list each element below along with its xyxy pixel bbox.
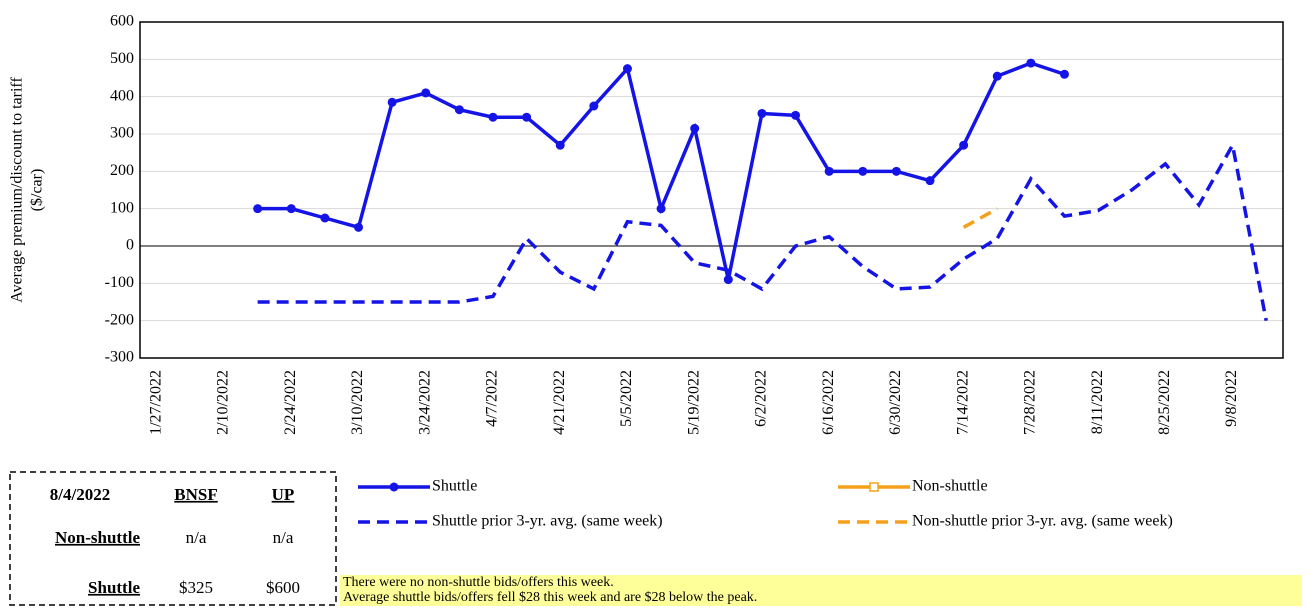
y-tick-label: 500 (110, 50, 134, 67)
x-tick-label: 5/19/2022 (685, 370, 702, 435)
y-tick-label: -200 (105, 311, 134, 328)
series-line (257, 140, 1268, 321)
y-tick-label: 300 (110, 125, 134, 142)
point (858, 166, 868, 176)
x-tick-label: 7/14/2022 (954, 370, 971, 435)
point (656, 204, 666, 214)
x-tick-label: 6/2/2022 (753, 370, 770, 427)
series-line (962, 207, 999, 229)
point (959, 140, 969, 150)
table-cell: $600 (266, 578, 300, 597)
note-text: There were no non-shuttle bids/offers th… (343, 575, 614, 590)
point (488, 112, 498, 122)
table-cell: $325 (179, 578, 213, 597)
table-header: BNSF (174, 485, 217, 504)
table-header: 8/4/2022 (50, 485, 110, 504)
point (891, 166, 901, 176)
point (354, 222, 364, 232)
point (286, 204, 296, 214)
point (320, 213, 330, 223)
x-tick-label: 2/10/2022 (215, 370, 232, 435)
point (253, 204, 263, 214)
plot-frame (139, 21, 1284, 359)
point (757, 108, 767, 118)
x-tick-label: 4/21/2022 (551, 370, 568, 435)
y-tick-label: 400 (110, 87, 134, 104)
point (555, 140, 565, 150)
note-text: Average shuttle bids/offers fell $28 thi… (343, 590, 757, 605)
table-box (9, 471, 337, 606)
point (522, 112, 532, 122)
point (387, 97, 397, 107)
x-tick-label: 1/27/2022 (147, 370, 164, 435)
table-header: UP (272, 485, 295, 504)
point (723, 275, 733, 285)
x-tick-label: 4/7/2022 (484, 370, 501, 427)
legend-label: Shuttle prior 3-yr. avg. (same week) (432, 513, 663, 530)
point (454, 105, 464, 115)
point (824, 166, 834, 176)
x-tick-label: 8/25/2022 (1156, 370, 1173, 435)
y-tick-label: 200 (110, 162, 134, 179)
note-box (340, 575, 1302, 606)
point (622, 64, 632, 74)
x-tick-label: 6/16/2022 (820, 370, 837, 435)
table-row-label: Shuttle (88, 578, 140, 597)
point (1059, 69, 1069, 79)
x-tick-label: 7/28/2022 (1022, 370, 1039, 435)
legend-marker (869, 482, 879, 492)
point (992, 71, 1002, 81)
point (589, 101, 599, 111)
legend-label: Non-shuttle (912, 478, 988, 495)
point (1026, 58, 1036, 68)
y-tick-label: 0 (126, 237, 134, 254)
x-tick-label: 9/8/2022 (1223, 370, 1240, 427)
point (690, 123, 700, 133)
y-tick-label: 600 (110, 13, 134, 30)
legend-marker (389, 482, 399, 492)
point (925, 176, 935, 186)
x-tick-label: 3/24/2022 (416, 370, 433, 435)
legend-label: Non-shuttle prior 3-yr. avg. (same week) (912, 513, 1173, 530)
x-tick-label: 3/10/2022 (349, 370, 366, 435)
x-tick-label: 6/30/2022 (887, 370, 904, 435)
table-row-label: Non-shuttle (55, 528, 140, 547)
point (791, 110, 801, 120)
y-tick-label: -300 (105, 349, 134, 366)
y-tick-label: -100 (105, 274, 134, 291)
table-cell: n/a (186, 528, 207, 547)
y-tick-label: 100 (110, 199, 134, 216)
legend-label: Shuttle (432, 478, 477, 495)
point (421, 88, 431, 98)
x-tick-label: 5/5/2022 (618, 370, 635, 427)
y-axis-label: Average premium/discount to tariff (9, 77, 26, 303)
x-tick-label: 8/11/2022 (1089, 370, 1106, 434)
y-axis-label: ($/car) (29, 169, 46, 212)
table-cell: n/a (273, 528, 294, 547)
x-tick-label: 2/24/2022 (282, 370, 299, 435)
